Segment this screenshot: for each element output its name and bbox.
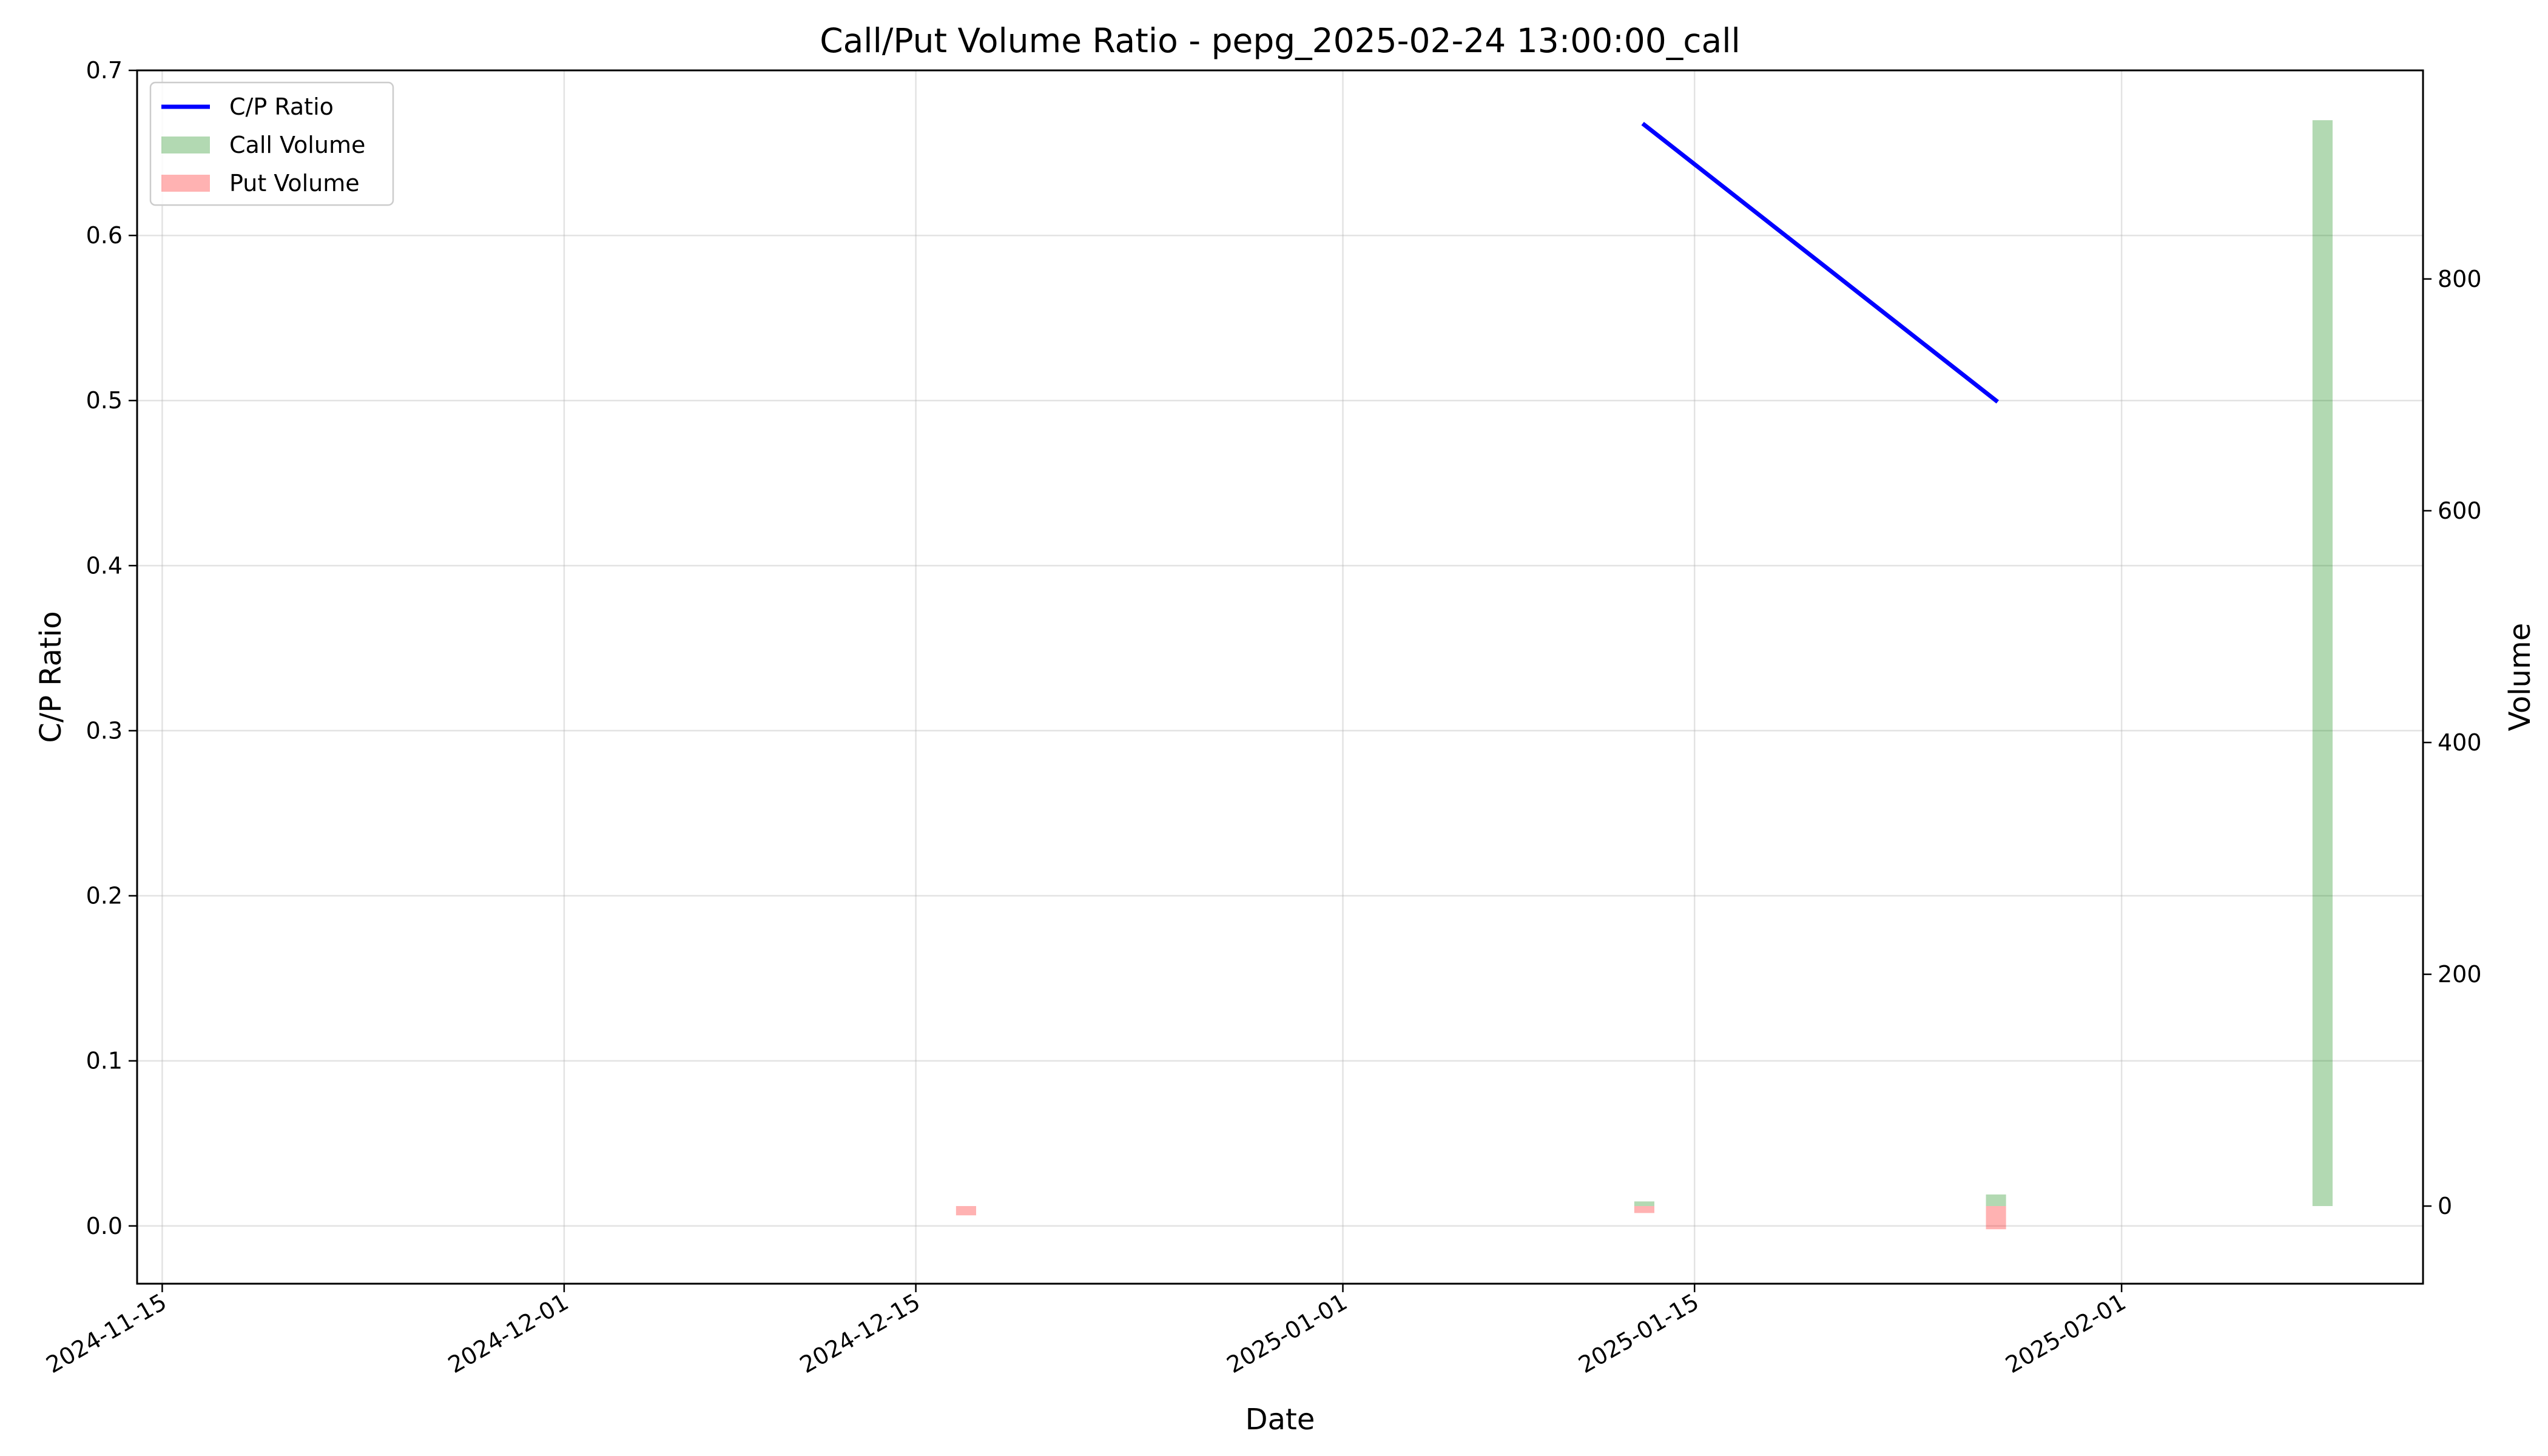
y-axis-left: 0.0 0.1 0.2 0.3 0.4 0.5 0.6 0.7 — [86, 57, 137, 1239]
put-volume-bar — [1634, 1206, 1654, 1213]
cp-ratio-line — [1641, 121, 2000, 404]
y-left-tick-label: 0.1 — [86, 1048, 123, 1074]
y-left-tick-label: 0.4 — [86, 552, 123, 579]
legend-box — [149, 81, 394, 206]
y-axis-left-title: C/P Ratio — [34, 611, 68, 743]
legend-swatch-put-volume — [161, 175, 210, 192]
legend-label-call-volume: Call Volume — [229, 132, 365, 158]
legend-swatch-call-volume — [161, 136, 210, 153]
legend-label-put-volume: Put Volume — [229, 170, 360, 197]
y-left-tick-label: 0.7 — [86, 57, 123, 84]
x-axis-title: Date — [1245, 1403, 1315, 1437]
y-right-tick-label: 600 — [2438, 497, 2482, 524]
legend-label-c/p-ratio: C/P Ratio — [229, 93, 334, 120]
y-right-tick-label: 200 — [2438, 961, 2482, 988]
y-right-tick-label: 400 — [2438, 729, 2482, 756]
call-volume-bar — [1634, 1201, 1654, 1207]
y-right-tick-label: 800 — [2438, 266, 2482, 292]
y-left-tick-label: 0.3 — [86, 717, 123, 744]
y-axis-right: 0 200 400 600 800 — [2423, 266, 2482, 1219]
put-volume-bar — [1986, 1206, 2006, 1230]
call-volume-bar — [1986, 1194, 2006, 1207]
call-volume-bar — [2312, 120, 2333, 1207]
volume-bars — [956, 120, 2333, 1230]
legend: C/P Ratio Call Volume Put Volume — [149, 81, 394, 206]
plot-frame — [136, 69, 2424, 1285]
y-left-tick-label: 0.2 — [86, 883, 123, 909]
ratio-line — [1641, 121, 2000, 404]
y-left-tick-label: 0.6 — [86, 222, 123, 249]
y-left-tick-label: 0.0 — [86, 1213, 123, 1239]
y-right-tick-label: 0 — [2438, 1193, 2452, 1219]
y-left-tick-label: 0.5 — [86, 387, 123, 414]
put-volume-bar — [956, 1206, 976, 1216]
y-axis-right-title: Volume — [2503, 623, 2537, 732]
chart-title: Call/Put Volume Ratio - pepg_2025-02-24 … — [820, 21, 1741, 60]
